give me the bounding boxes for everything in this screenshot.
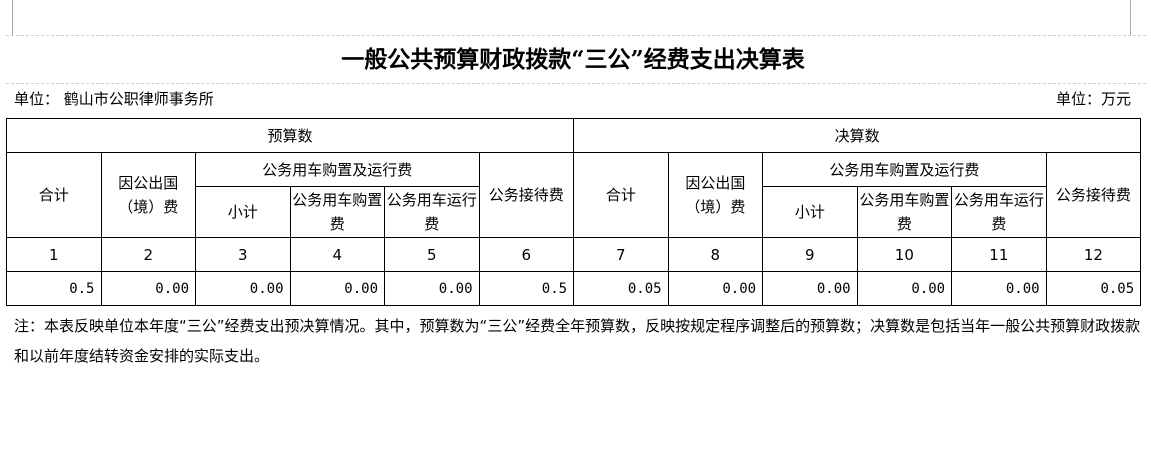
header-reception: 公务接待费 <box>1045 152 1142 238</box>
value-cell: 0.00 <box>100 271 196 306</box>
value-cell: 0.00 <box>951 271 1047 306</box>
col-number: 9 <box>762 237 858 272</box>
header-abroad: 因公出国（境）费 <box>100 152 196 238</box>
header-subtotal: 小计 <box>762 186 858 238</box>
col-number: 6 <box>478 237 575 272</box>
value-cell: 0.00 <box>289 271 385 306</box>
header-budget: 预算数 <box>5 118 575 153</box>
col-number: 8 <box>667 237 764 272</box>
header-total: 合计 <box>6 152 102 238</box>
col-number: 10 <box>856 237 953 272</box>
header-vehicle: 公务用车购置及运行费 <box>195 152 480 187</box>
value-cell: 0.5 <box>478 271 575 306</box>
header-purchase: 公务用车购置费 <box>856 186 953 238</box>
value-cell: 0.00 <box>195 271 291 306</box>
header-reception: 公务接待费 <box>478 152 575 238</box>
value-cell: 0.00 <box>384 271 480 306</box>
value-cell: 0.00 <box>762 271 858 306</box>
value-cell: 0.05 <box>573 271 669 306</box>
col-number: 3 <box>195 237 291 272</box>
unit-currency: 单位：万元 <box>1055 90 1131 108</box>
header-operation: 公务用车运行费 <box>951 186 1047 238</box>
col-number: 5 <box>384 237 480 272</box>
value-cell: 0.05 <box>1045 271 1142 306</box>
page-title: 一般公共预算财政拨款“三公”经费支出决算表 <box>341 46 805 73</box>
page-corner-mark <box>12 0 13 35</box>
unit-name: 单位： 鹤山市公职律师事务所 <box>14 90 214 108</box>
col-number: 11 <box>951 237 1047 272</box>
value-cell: 0.00 <box>856 271 953 306</box>
col-number: 4 <box>289 237 385 272</box>
header-vehicle: 公务用车购置及运行费 <box>762 152 1047 187</box>
column-number-row: 1 2 3 4 5 6 7 8 9 10 11 12 <box>6 237 1142 272</box>
col-number: 2 <box>100 237 196 272</box>
expense-table: 预算数 决算数 合计 因公出国（境）费 公务用车购置及运行费 公务接待费 合计 … <box>5 118 1142 306</box>
col-number: 7 <box>573 237 669 272</box>
header-subtotal: 小计 <box>195 186 291 238</box>
header-abroad: 因公出国（境）费 <box>667 152 764 238</box>
col-number: 12 <box>1045 237 1142 272</box>
page-corner-mark <box>1130 0 1131 35</box>
header-final: 决算数 <box>573 118 1142 153</box>
value-cell: 0.00 <box>667 271 764 306</box>
value-cell: 0.5 <box>6 271 102 306</box>
header-purchase: 公务用车购置费 <box>289 186 385 238</box>
col-number: 1 <box>6 237 102 272</box>
header-total: 合计 <box>573 152 669 238</box>
value-row: 0.5 0.00 0.00 0.00 0.00 0.5 0.05 0.00 0.… <box>6 271 1142 306</box>
header-operation: 公务用车运行费 <box>384 186 480 238</box>
footnote: 注：本表反映单位本年度“三公”经费支出预决算情况。其中，预算数为“三公”经费全年… <box>14 317 1141 365</box>
